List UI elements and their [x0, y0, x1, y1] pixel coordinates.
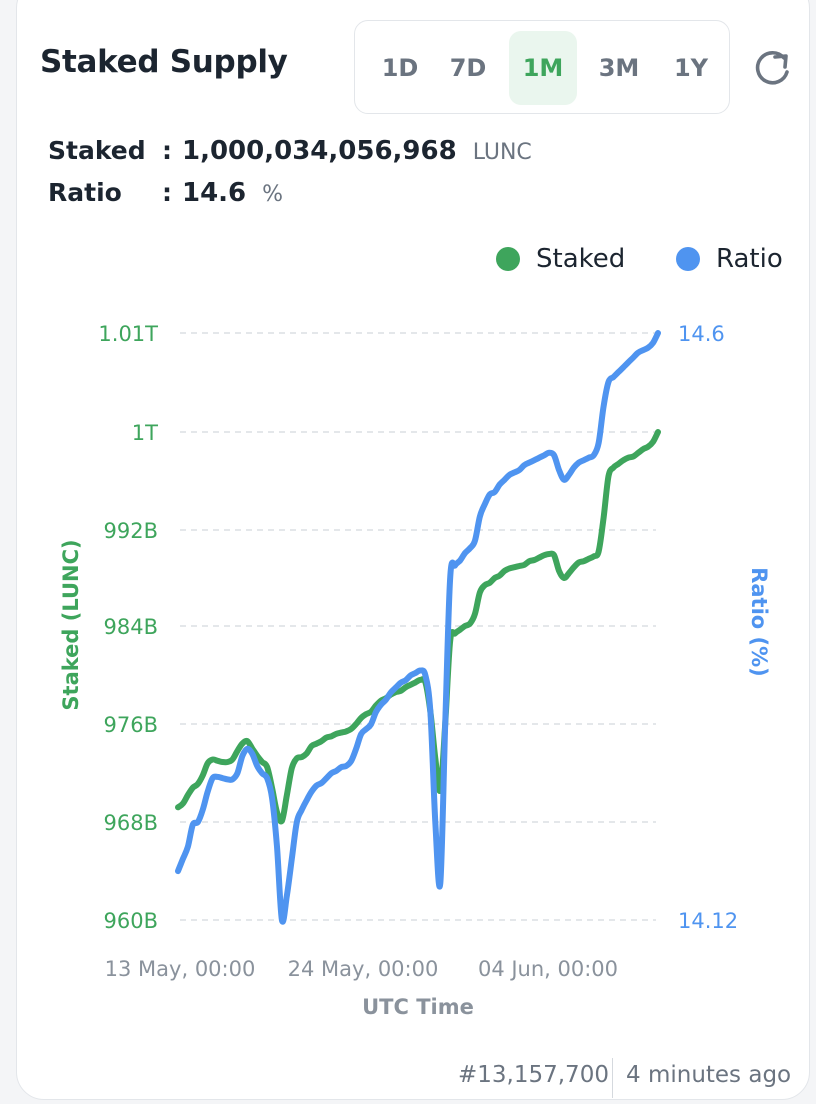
ratio-stat-label: Ratio: [48, 178, 122, 207]
range-1m-button[interactable]: 1M: [509, 31, 577, 105]
y-left-tick-label: 960B: [104, 909, 159, 933]
ratio-stat-value: 14.6: [182, 178, 247, 208]
staked-stat-separator: :: [162, 136, 172, 165]
legend-staked[interactable]: Staked: [496, 244, 625, 274]
x-tick-label: 24 May, 00:00: [288, 957, 439, 981]
card-title: Staked Supply: [40, 44, 288, 80]
y-left-tick-label: 992B: [104, 519, 159, 543]
range-3m-button[interactable]: 3M: [598, 54, 640, 82]
y-left-tick-label: 984B: [104, 615, 159, 639]
y-left-tick-label: 1T: [132, 421, 158, 445]
x-axis-title: UTC Time: [362, 995, 474, 1019]
ratio-stat-unit: %: [262, 182, 284, 207]
legend-ratio[interactable]: Ratio: [676, 244, 783, 274]
staked-stat-row: Staked : 1,000,034,056,968 LUNC: [48, 136, 532, 166]
y-right-tick-label: 14.6: [678, 322, 725, 346]
series-line-ratio: [175, 330, 661, 925]
ratio-stat-separator: :: [162, 178, 172, 207]
y-left-tick-label: 1.01T: [98, 322, 158, 346]
staked-stat-label: Staked: [48, 136, 146, 165]
series-line-staked: [175, 429, 661, 825]
footer-divider: [612, 1058, 613, 1098]
staked-stat-unit: LUNC: [472, 140, 532, 165]
ratio-stat-row: Ratio : 14.6 %: [48, 178, 283, 208]
legend-staked-dot: [496, 247, 520, 271]
range-1y-button[interactable]: 1Y: [673, 54, 709, 82]
legend-ratio-dot: [676, 247, 700, 271]
time-range-selector: 1D 7D 1M 3M 1Y: [354, 20, 730, 114]
last-updated: 4 minutes ago: [626, 1062, 792, 1088]
y-right-axis-title: Ratio (%): [747, 567, 771, 677]
staked-stat-value: 1,000,034,056,968: [182, 136, 457, 166]
legend-staked-label: Staked: [536, 244, 626, 274]
y-right-tick-label: 14.12: [678, 909, 738, 933]
block-height: #13,157,700: [458, 1062, 609, 1088]
y-left-tick-label: 968B: [104, 811, 159, 835]
refresh-icon[interactable]: [750, 46, 794, 90]
legend-ratio-label: Ratio: [716, 244, 783, 274]
y-left-axis-title: Staked (LUNC): [59, 539, 83, 710]
staked-supply-card: [16, 0, 810, 1100]
range-1d-button[interactable]: 1D: [381, 54, 419, 82]
y-left-tick-label: 976B: [104, 713, 159, 737]
range-7d-button[interactable]: 7D: [449, 54, 487, 82]
x-tick-label: 13 May, 00:00: [105, 957, 256, 981]
x-tick-label: 04 Jun, 00:00: [478, 957, 618, 981]
